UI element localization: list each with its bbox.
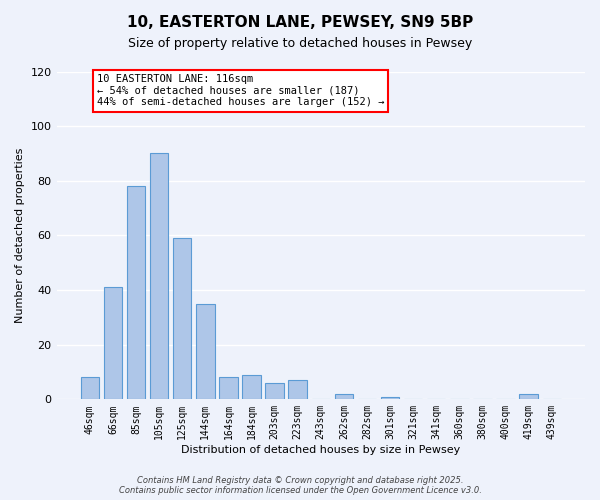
Text: Size of property relative to detached houses in Pewsey: Size of property relative to detached ho… (128, 38, 472, 51)
Text: 10, EASTERTON LANE, PEWSEY, SN9 5BP: 10, EASTERTON LANE, PEWSEY, SN9 5BP (127, 15, 473, 30)
Bar (520, 394, 538, 400)
Bar (265, 383, 284, 400)
Bar (127, 186, 145, 400)
Text: Contains HM Land Registry data © Crown copyright and database right 2025.
Contai: Contains HM Land Registry data © Crown c… (119, 476, 481, 495)
X-axis label: Distribution of detached houses by size in Pewsey: Distribution of detached houses by size … (181, 445, 460, 455)
Bar (242, 374, 261, 400)
Bar (196, 304, 215, 400)
Bar (289, 380, 307, 400)
Bar (219, 378, 238, 400)
Bar (150, 154, 169, 400)
Text: 10 EASTERTON LANE: 116sqm
← 54% of detached houses are smaller (187)
44% of semi: 10 EASTERTON LANE: 116sqm ← 54% of detac… (97, 74, 384, 108)
Bar (381, 396, 400, 400)
Bar (173, 238, 191, 400)
Y-axis label: Number of detached properties: Number of detached properties (15, 148, 25, 323)
Bar (104, 288, 122, 400)
Bar (335, 394, 353, 400)
Bar (80, 378, 99, 400)
